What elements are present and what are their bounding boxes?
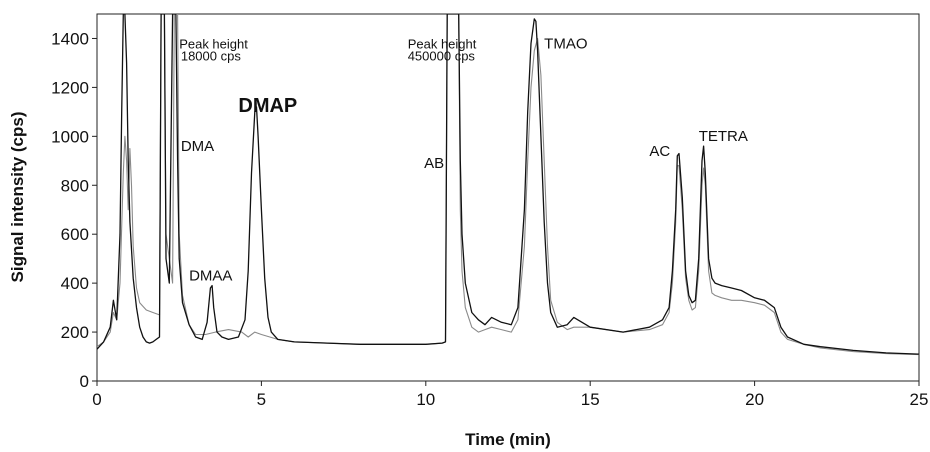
peak-annotation: Peak height [408, 36, 477, 51]
peak-annotation: 18000 cps [181, 48, 241, 63]
plot-frame [96, 13, 920, 382]
y-axis-title: Signal intensity (cps) [8, 112, 27, 283]
peak-annotation: Peak height [179, 36, 248, 51]
y-tick-label: 600 [61, 225, 89, 244]
series-gray-line [97, 14, 919, 356]
x-tick-label: 5 [257, 390, 266, 409]
series-layer [97, 14, 919, 356]
y-tick-label: 1400 [51, 29, 89, 48]
y-tick-label: 800 [61, 176, 89, 195]
peak-annotation: 450000 cps [408, 48, 476, 63]
peak-annotation: AC [649, 143, 670, 160]
x-tick-label: 15 [581, 390, 600, 409]
series-black-line [97, 14, 919, 355]
y-axis-ticks: 0 200 400 600 800 1000 1200 1400 [51, 29, 97, 391]
y-tick-label: 0 [80, 372, 89, 391]
peak-annotation: DMAA [189, 268, 232, 285]
peak-annotation: DMA [181, 138, 214, 155]
x-axis-title: Time (min) [465, 430, 551, 449]
x-tick-label: 20 [745, 390, 764, 409]
y-tick-label: 1000 [51, 127, 89, 146]
peak-annotation: AB [424, 155, 444, 172]
y-tick-label: 200 [61, 323, 89, 342]
peak-annotation: TMAO [544, 35, 587, 52]
peak-annotation: DMAP [238, 95, 297, 117]
peak-annotation: TETRA [699, 128, 748, 145]
y-tick-label: 1200 [51, 78, 89, 97]
x-tick-label: 10 [416, 390, 435, 409]
x-axis-ticks: 0 5 10 15 20 25 [92, 381, 928, 409]
y-tick-label: 400 [61, 274, 89, 293]
x-tick-label: 0 [92, 390, 101, 409]
x-tick-label: 25 [910, 390, 929, 409]
